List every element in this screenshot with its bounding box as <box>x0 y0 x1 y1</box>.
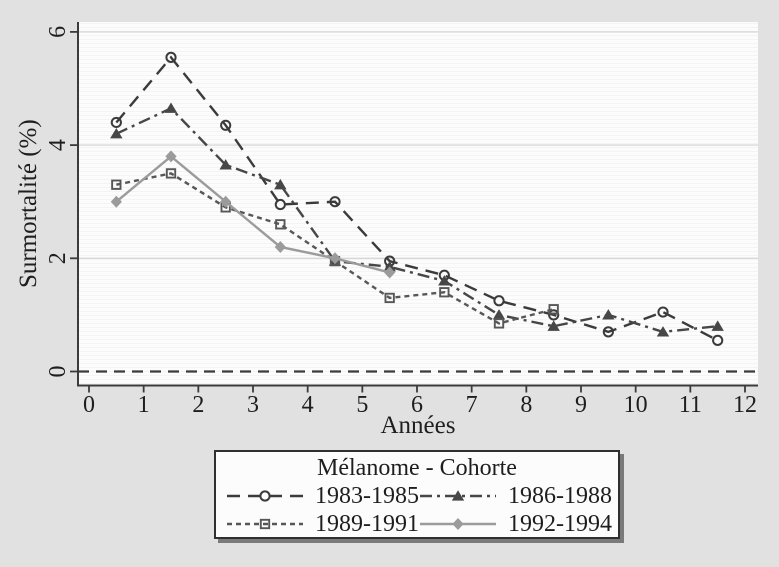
legend: Mélanome - Cohorte 1983-1985 1986-1988 198… <box>214 450 620 539</box>
series-line-1983-1985 <box>115 55 719 342</box>
legend-entry-1989-1991: 1989-1991 <box>226 511 419 537</box>
circle-marker <box>220 119 232 131</box>
circle-marker <box>110 116 122 129</box>
square-marker <box>259 518 271 530</box>
circle-marker <box>493 295 505 307</box>
y-tick-label-0: 0 <box>45 366 71 378</box>
square-marker <box>384 292 395 304</box>
diamond-marker <box>274 240 286 253</box>
circle-marker <box>329 196 341 208</box>
x-tick-label-9: 9 <box>575 392 587 418</box>
triangle-marker <box>438 275 451 286</box>
legend-label: 1983-1985 <box>315 483 419 509</box>
x-tick-label-12: 12 <box>733 392 757 418</box>
legend-row: 1983-1985 1986-1988 <box>216 482 618 510</box>
legend-label: 1989-1991 <box>315 511 419 537</box>
legend-entry-1983-1985: 1983-1985 <box>226 483 419 509</box>
square-marker <box>111 179 122 190</box>
circle-marker <box>657 306 669 318</box>
x-tick-label-8: 8 <box>520 392 532 418</box>
circle-marker <box>274 198 286 211</box>
legend-title: Mélanome - Cohorte <box>317 455 517 481</box>
triangle-marker <box>164 102 178 113</box>
legend-entry-1986-1988: 1986-1988 <box>419 483 612 509</box>
triangle-marker <box>547 320 560 331</box>
legend-key-square-open <box>227 518 303 530</box>
square-marker <box>548 304 559 315</box>
y-tick-label-2: 2 <box>45 252 71 264</box>
square-marker <box>493 318 505 329</box>
circle-marker <box>548 309 560 321</box>
triangle-marker <box>383 260 396 272</box>
x-tick-label-3: 3 <box>247 392 259 418</box>
triangle-marker <box>656 326 670 337</box>
plot-background <box>78 22 758 386</box>
diamond-marker <box>329 252 341 265</box>
series-1986-1988 <box>110 102 724 337</box>
series-1992-1994 <box>110 150 396 279</box>
triangle-marker <box>711 320 724 331</box>
series-1983-1985 <box>110 51 724 346</box>
series-line-1986-1988 <box>115 106 718 334</box>
triangle-marker <box>602 309 615 320</box>
legend-entry-1992-1994: 1992-1994 <box>419 511 612 537</box>
triangle-marker <box>274 178 287 190</box>
diamond-marker <box>220 195 232 208</box>
x-axis-title: Années <box>380 412 456 439</box>
square-marker <box>165 168 177 179</box>
x-tick-label-11: 11 <box>679 392 702 418</box>
square-marker <box>275 219 286 230</box>
legend-entries: 1983-1985 1986-1988 1989-1991 1992-1994 <box>216 482 618 538</box>
diamond-marker <box>165 150 177 163</box>
circle-marker <box>165 51 177 63</box>
x-tick-label-4: 4 <box>302 392 314 418</box>
legend-label: 1992-1994 <box>508 511 612 537</box>
y-tick-label-6: 6 <box>45 26 71 38</box>
diamond-marker <box>110 195 122 208</box>
x-tick-label-7: 7 <box>466 392 478 418</box>
square-marker <box>439 287 450 298</box>
x-tick-label-1: 1 <box>138 392 150 418</box>
circle-marker <box>712 334 724 346</box>
triangle-marker <box>451 490 465 501</box>
diamond-marker <box>452 518 464 530</box>
legend-key-circle-open <box>227 490 303 502</box>
triangle-marker <box>492 309 506 320</box>
legend-row: 1989-1991 1992-1994 <box>216 510 618 538</box>
x-tick-label-10: 10 <box>624 392 648 418</box>
x-tick-label-6: 6 <box>411 392 423 418</box>
x-tick-label-2: 2 <box>192 392 204 418</box>
x-tick-label-5: 5 <box>356 392 368 418</box>
circle-marker <box>259 490 271 502</box>
legend-label: 1986-1988 <box>508 483 612 509</box>
diamond-marker <box>384 266 396 279</box>
series-line-1992-1994 <box>115 154 390 274</box>
legend-key-triangle-filled <box>420 490 496 501</box>
legend-key-diamond-filled <box>420 518 496 530</box>
y-tick-label-4: 4 <box>45 139 71 151</box>
triangle-marker <box>110 127 123 139</box>
triangle-marker <box>219 159 232 170</box>
circle-marker <box>602 326 614 338</box>
y-axis-title: Surmortalité (%) <box>15 119 42 289</box>
x-tick-label-0: 0 <box>83 392 95 418</box>
